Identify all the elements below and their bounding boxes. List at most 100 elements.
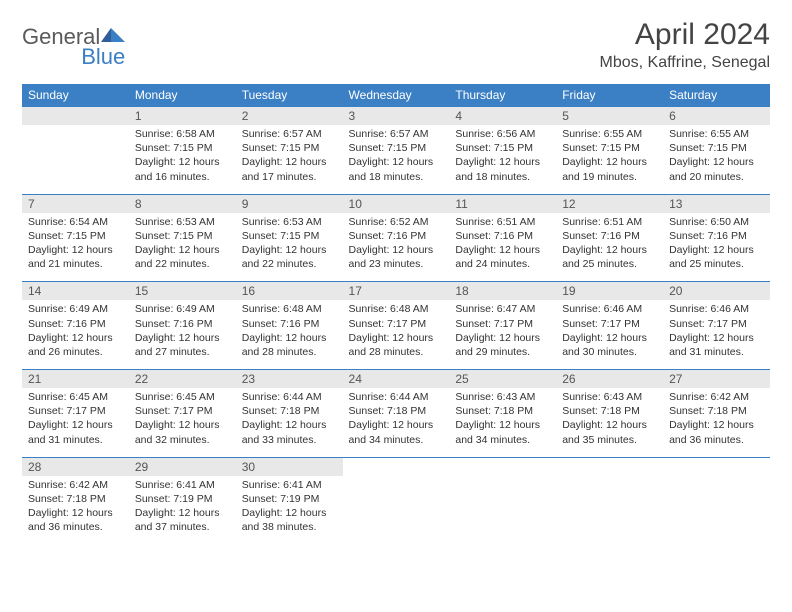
day-cell-number: 6 (663, 107, 770, 126)
week-number-row: 14151617181920 (22, 282, 770, 301)
day-cell-number: 13 (663, 194, 770, 213)
day-cell-data: Sunrise: 6:45 AMSunset: 7:17 PMDaylight:… (22, 388, 129, 457)
day-cell-data: Sunrise: 6:49 AMSunset: 7:16 PMDaylight:… (22, 300, 129, 369)
day-cell-number (663, 457, 770, 476)
day-number: 1 (129, 107, 236, 125)
day-cell-data (663, 476, 770, 545)
day-number: 8 (129, 195, 236, 213)
day-cell-data: Sunrise: 6:55 AMSunset: 7:15 PMDaylight:… (556, 125, 663, 194)
day-cell-number: 23 (236, 370, 343, 389)
title-block: April 2024 Mbos, Kaffrine, Senegal (600, 18, 770, 72)
day-cell-number: 22 (129, 370, 236, 389)
day-cell-data: Sunrise: 6:41 AMSunset: 7:19 PMDaylight:… (129, 476, 236, 545)
day-header: Monday (129, 84, 236, 107)
day-cell-data: Sunrise: 6:56 AMSunset: 7:15 PMDaylight:… (449, 125, 556, 194)
week-data-row: Sunrise: 6:42 AMSunset: 7:18 PMDaylight:… (22, 476, 770, 545)
day-cell-number (22, 107, 129, 126)
day-data: Sunrise: 6:46 AMSunset: 7:17 PMDaylight:… (556, 300, 663, 369)
week-data-row: Sunrise: 6:58 AMSunset: 7:15 PMDaylight:… (22, 125, 770, 194)
day-cell-number: 21 (22, 370, 129, 389)
day-cell-data (343, 476, 450, 545)
day-data: Sunrise: 6:54 AMSunset: 7:15 PMDaylight:… (22, 213, 129, 282)
week-number-row: 21222324252627 (22, 370, 770, 389)
week-number-row: 123456 (22, 107, 770, 126)
day-cell-data: Sunrise: 6:55 AMSunset: 7:15 PMDaylight:… (663, 125, 770, 194)
day-cell-data: Sunrise: 6:51 AMSunset: 7:16 PMDaylight:… (556, 213, 663, 282)
calendar-page: GeneralBlue April 2024 Mbos, Kaffrine, S… (0, 0, 792, 554)
day-number-empty (22, 107, 129, 125)
day-data: Sunrise: 6:48 AMSunset: 7:16 PMDaylight:… (236, 300, 343, 369)
day-number: 17 (343, 282, 450, 300)
day-cell-number: 1 (129, 107, 236, 126)
day-cell-number: 24 (343, 370, 450, 389)
day-cell-number: 2 (236, 107, 343, 126)
day-cell-number: 27 (663, 370, 770, 389)
day-data (343, 476, 450, 534)
day-cell-data: Sunrise: 6:47 AMSunset: 7:17 PMDaylight:… (449, 300, 556, 369)
day-cell-data: Sunrise: 6:43 AMSunset: 7:18 PMDaylight:… (449, 388, 556, 457)
day-number: 13 (663, 195, 770, 213)
day-cell-number (343, 457, 450, 476)
day-cell-number: 20 (663, 282, 770, 301)
day-data: Sunrise: 6:41 AMSunset: 7:19 PMDaylight:… (129, 476, 236, 545)
day-data: Sunrise: 6:46 AMSunset: 7:17 PMDaylight:… (663, 300, 770, 369)
week-data-row: Sunrise: 6:45 AMSunset: 7:17 PMDaylight:… (22, 388, 770, 457)
day-cell-data: Sunrise: 6:50 AMSunset: 7:16 PMDaylight:… (663, 213, 770, 282)
day-data: Sunrise: 6:47 AMSunset: 7:17 PMDaylight:… (449, 300, 556, 369)
day-number: 21 (22, 370, 129, 388)
day-data (449, 476, 556, 534)
day-number: 6 (663, 107, 770, 125)
day-data: Sunrise: 6:48 AMSunset: 7:17 PMDaylight:… (343, 300, 450, 369)
day-header: Tuesday (236, 84, 343, 107)
week-number-row: 282930 (22, 457, 770, 476)
day-number: 10 (343, 195, 450, 213)
day-data: Sunrise: 6:44 AMSunset: 7:18 PMDaylight:… (343, 388, 450, 457)
day-data: Sunrise: 6:43 AMSunset: 7:18 PMDaylight:… (449, 388, 556, 457)
day-cell-number (449, 457, 556, 476)
day-data: Sunrise: 6:45 AMSunset: 7:17 PMDaylight:… (129, 388, 236, 457)
day-cell-number: 5 (556, 107, 663, 126)
day-cell-number: 19 (556, 282, 663, 301)
day-cell-data: Sunrise: 6:53 AMSunset: 7:15 PMDaylight:… (129, 213, 236, 282)
day-cell-data (449, 476, 556, 545)
week-data-row: Sunrise: 6:49 AMSunset: 7:16 PMDaylight:… (22, 300, 770, 369)
day-cell-data: Sunrise: 6:42 AMSunset: 7:18 PMDaylight:… (663, 388, 770, 457)
day-data: Sunrise: 6:45 AMSunset: 7:17 PMDaylight:… (22, 388, 129, 457)
day-data: Sunrise: 6:51 AMSunset: 7:16 PMDaylight:… (556, 213, 663, 282)
day-data: Sunrise: 6:42 AMSunset: 7:18 PMDaylight:… (663, 388, 770, 457)
day-header: Sunday (22, 84, 129, 107)
day-data: Sunrise: 6:51 AMSunset: 7:16 PMDaylight:… (449, 213, 556, 282)
day-cell-number: 9 (236, 194, 343, 213)
day-data: Sunrise: 6:49 AMSunset: 7:16 PMDaylight:… (129, 300, 236, 369)
day-data (22, 125, 129, 183)
day-number: 5 (556, 107, 663, 125)
day-cell-number: 15 (129, 282, 236, 301)
day-data: Sunrise: 6:49 AMSunset: 7:16 PMDaylight:… (22, 300, 129, 369)
day-cell-number: 3 (343, 107, 450, 126)
day-data: Sunrise: 6:58 AMSunset: 7:15 PMDaylight:… (129, 125, 236, 194)
day-cell-number: 16 (236, 282, 343, 301)
day-data: Sunrise: 6:53 AMSunset: 7:15 PMDaylight:… (129, 213, 236, 282)
day-cell-number: 8 (129, 194, 236, 213)
day-cell-data: Sunrise: 6:53 AMSunset: 7:15 PMDaylight:… (236, 213, 343, 282)
day-cell-data: Sunrise: 6:46 AMSunset: 7:17 PMDaylight:… (663, 300, 770, 369)
day-cell-number: 28 (22, 457, 129, 476)
day-number: 26 (556, 370, 663, 388)
day-cell-number: 10 (343, 194, 450, 213)
day-header: Thursday (449, 84, 556, 107)
day-data: Sunrise: 6:43 AMSunset: 7:18 PMDaylight:… (556, 388, 663, 457)
day-cell-data: Sunrise: 6:48 AMSunset: 7:16 PMDaylight:… (236, 300, 343, 369)
day-number: 20 (663, 282, 770, 300)
day-number: 24 (343, 370, 450, 388)
day-data (556, 476, 663, 534)
day-number: 25 (449, 370, 556, 388)
day-cell-data: Sunrise: 6:44 AMSunset: 7:18 PMDaylight:… (343, 388, 450, 457)
day-number: 28 (22, 458, 129, 476)
day-cell-data: Sunrise: 6:45 AMSunset: 7:17 PMDaylight:… (129, 388, 236, 457)
day-number: 7 (22, 195, 129, 213)
day-data: Sunrise: 6:55 AMSunset: 7:15 PMDaylight:… (663, 125, 770, 194)
day-data: Sunrise: 6:50 AMSunset: 7:16 PMDaylight:… (663, 213, 770, 282)
day-number: 12 (556, 195, 663, 213)
day-data: Sunrise: 6:52 AMSunset: 7:16 PMDaylight:… (343, 213, 450, 282)
day-number: 19 (556, 282, 663, 300)
